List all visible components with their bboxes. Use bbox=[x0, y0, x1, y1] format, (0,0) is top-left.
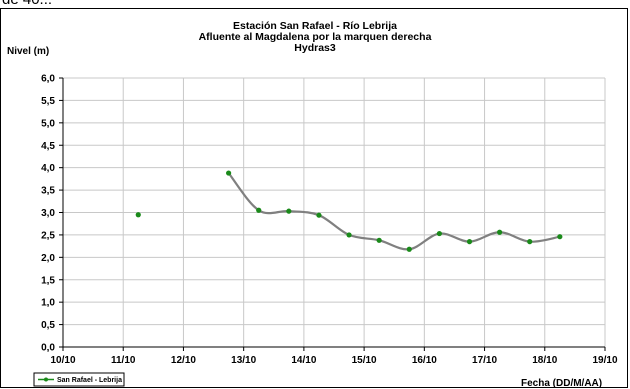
x-tick-label: 12/10 bbox=[171, 355, 196, 366]
y-tick-label: 6,0 bbox=[41, 74, 55, 85]
legend-label: San Rafael - Lebrija bbox=[57, 377, 122, 384]
data-point bbox=[316, 212, 322, 218]
y-tick-label: 0,5 bbox=[41, 320, 55, 331]
x-tick-label: 16/10 bbox=[412, 355, 437, 366]
x-tick-label: 18/10 bbox=[532, 355, 557, 366]
data-point bbox=[286, 208, 292, 214]
x-tick-label: 13/10 bbox=[231, 355, 256, 366]
data-point bbox=[226, 170, 232, 176]
data-point bbox=[256, 207, 262, 213]
x-tick-label: 19/10 bbox=[592, 355, 617, 366]
y-tick-label: 3,5 bbox=[41, 186, 55, 197]
x-axis-tick-labels: 10/10 11/10 12/10 13/10 14/10 15/10 16/10 17/10… bbox=[50, 355, 617, 366]
y-axis-tick-labels: 0,0 0,5 1,0 1,5 2,0 2,5 3,0 3,5 4,0 4,5 5,0 5,5 6,0 bbox=[41, 74, 55, 354]
x-axis-title: Fecha (DD/M/AA) bbox=[521, 378, 602, 389]
legend-box bbox=[33, 372, 125, 387]
axes bbox=[62, 78, 605, 348]
chart-title-line: Estación San Rafael - Río Lebrija bbox=[233, 20, 397, 32]
chart-title-line: Hydras3 bbox=[294, 42, 336, 54]
data-point bbox=[436, 230, 442, 237]
data-point bbox=[376, 237, 382, 243]
data-point bbox=[466, 239, 473, 245]
data-point bbox=[406, 246, 412, 252]
x-tick-label: 17/10 bbox=[472, 355, 497, 366]
chart-title-line: Afluente al Magdalena por la marquen der… bbox=[199, 31, 432, 43]
y-tick-label: 2,0 bbox=[41, 253, 55, 264]
y-tick-label: 5,5 bbox=[41, 96, 55, 107]
y-axis-title: Nivel (m) bbox=[7, 46, 49, 57]
data-point bbox=[527, 239, 533, 245]
series-layer bbox=[135, 170, 563, 252]
y-tick-label: 4,5 bbox=[41, 141, 55, 152]
y-tick-label: 1,5 bbox=[41, 275, 55, 286]
legend-marker-swatch bbox=[44, 377, 48, 382]
x-tick-label: 14/10 bbox=[291, 355, 316, 366]
y-tick-label: 0,0 bbox=[41, 343, 55, 354]
y-tick-label: 3,0 bbox=[41, 208, 55, 219]
x-tick-label: 10/10 bbox=[50, 355, 75, 366]
chart-title: Estación San Rafael - Río LebrijaAfluent… bbox=[199, 20, 432, 54]
data-point bbox=[557, 234, 563, 240]
y-tick-label: 1,0 bbox=[41, 298, 55, 309]
x-tick-label: 15/10 bbox=[352, 355, 377, 366]
chart-area: Estación San Rafael - Río Lebrija Afluent… bbox=[0, 8, 628, 389]
line-chart: Estación San Rafael - Río LebrijaAfluent… bbox=[7, 20, 618, 389]
series-line bbox=[227, 172, 561, 251]
clipped-caption-text: de 40..: bbox=[2, 0, 52, 8]
y-tick-label: 5,0 bbox=[41, 118, 55, 129]
grid-lines bbox=[59, 77, 606, 351]
data-point bbox=[346, 232, 352, 238]
data-point bbox=[497, 229, 503, 235]
y-tick-label: 2,5 bbox=[41, 230, 55, 241]
y-tick-label: 4,0 bbox=[41, 163, 55, 174]
legend: San Rafael - Lebrija bbox=[33, 372, 125, 387]
x-tick-label: 11/10 bbox=[111, 355, 136, 366]
data-point bbox=[135, 212, 141, 218]
